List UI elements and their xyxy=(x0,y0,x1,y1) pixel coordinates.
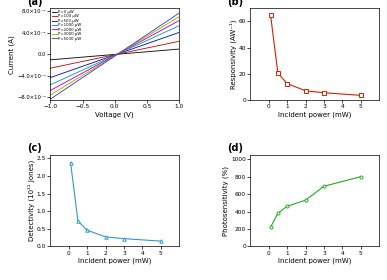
P=5000 μW xyxy=(138,37,143,41)
X-axis label: Incident power (mW): Incident power (mW) xyxy=(278,258,351,264)
P=3000 μW xyxy=(113,54,117,57)
P=5000 μW xyxy=(87,72,91,75)
P=1000 μW xyxy=(138,42,143,45)
P=2000 μW xyxy=(177,19,182,22)
P=0 μW xyxy=(74,56,79,59)
P=2000 μW xyxy=(113,54,117,57)
P=5000 μW xyxy=(113,54,117,58)
P=500 μW xyxy=(125,49,130,52)
Text: (d): (d) xyxy=(227,143,243,153)
P=100 μW xyxy=(151,45,156,48)
P=2000 μW xyxy=(61,82,65,85)
Y-axis label: Photosensitivity (%): Photosensitivity (%) xyxy=(223,166,229,236)
Line: P=500 μW: P=500 μW xyxy=(50,32,179,78)
P=1000 μW xyxy=(74,71,79,75)
P=5000 μW xyxy=(151,29,156,32)
P=100 μW xyxy=(74,61,79,64)
P=0 μW xyxy=(151,50,156,53)
P=2000 μW xyxy=(125,47,130,50)
Line: P=0 μW: P=0 μW xyxy=(50,49,179,60)
P=500 μW xyxy=(48,76,53,79)
P=500 μW xyxy=(138,44,143,48)
P=0 μW xyxy=(125,52,130,55)
Line: P=1000 μW: P=1000 μW xyxy=(50,26,179,85)
P=1000 μW xyxy=(113,53,117,57)
P=100 μW xyxy=(61,64,65,67)
P=500 μW xyxy=(87,62,91,66)
Text: (c): (c) xyxy=(27,143,42,153)
P=3000 μW xyxy=(177,15,182,18)
P=3000 μW xyxy=(87,70,91,73)
P=3000 μW xyxy=(125,46,130,50)
Y-axis label: Detectivity (10¹¹ Jones): Detectivity (10¹¹ Jones) xyxy=(27,160,35,241)
Text: (b): (b) xyxy=(227,0,243,6)
Y-axis label: Current (A): Current (A) xyxy=(9,35,15,74)
P=0 μW xyxy=(164,48,169,52)
P=3000 μW xyxy=(48,94,53,97)
Line: P=100 μW: P=100 μW xyxy=(50,41,179,68)
Y-axis label: Responsivity (AW⁻¹): Responsivity (AW⁻¹) xyxy=(229,19,236,89)
P=1000 μW xyxy=(87,66,91,69)
P=1000 μW xyxy=(61,77,65,81)
P=100 μW xyxy=(177,39,182,43)
P=5000 μW xyxy=(74,80,79,84)
P=3000 μW xyxy=(61,86,65,89)
P=1000 μW xyxy=(48,83,53,87)
P=2000 μW xyxy=(87,68,91,71)
P=100 μW xyxy=(164,42,169,46)
P=5000 μW xyxy=(125,46,130,49)
P=1000 μW xyxy=(99,59,104,63)
P=0 μW xyxy=(177,47,182,51)
P=100 μW xyxy=(87,59,91,62)
P=0 μW xyxy=(113,53,117,56)
P=500 μW xyxy=(61,71,65,75)
P=0 μW xyxy=(87,55,91,58)
P=1000 μW xyxy=(151,36,156,39)
Text: (a): (a) xyxy=(27,0,43,6)
P=5000 μW xyxy=(177,11,182,15)
P=500 μW xyxy=(164,35,169,39)
P=0 μW xyxy=(48,58,53,62)
X-axis label: Incident power (mW): Incident power (mW) xyxy=(278,111,351,118)
P=100 μW xyxy=(48,66,53,70)
P=500 μW xyxy=(99,58,104,61)
P=0 μW xyxy=(61,57,65,60)
P=100 μW xyxy=(138,48,143,51)
P=5000 μW xyxy=(164,20,169,23)
P=500 μW xyxy=(113,53,117,57)
Line: P=2000 μW: P=2000 μW xyxy=(50,20,179,90)
P=3000 μW xyxy=(99,62,104,65)
P=2000 μW xyxy=(48,89,53,92)
P=100 μW xyxy=(125,50,130,54)
P=1000 μW xyxy=(125,48,130,51)
P=500 μW xyxy=(74,67,79,70)
P=500 μW xyxy=(177,31,182,34)
P=5000 μW xyxy=(61,89,65,92)
P=100 μW xyxy=(113,53,117,56)
P=0 μW xyxy=(99,54,104,57)
P=2000 μW xyxy=(138,40,143,43)
P=3000 μW xyxy=(164,23,169,26)
P=100 μW xyxy=(99,56,104,59)
P=5000 μW xyxy=(48,97,53,101)
P=0 μW xyxy=(138,51,143,54)
P=2000 μW xyxy=(151,33,156,36)
X-axis label: Voltage (V): Voltage (V) xyxy=(96,111,134,118)
P=3000 μW xyxy=(74,78,79,81)
P=1000 μW xyxy=(177,24,182,27)
P=500 μW xyxy=(151,40,156,43)
P=1000 μW xyxy=(164,30,169,33)
P=5000 μW xyxy=(99,63,104,66)
P=2000 μW xyxy=(99,61,104,64)
P=3000 μW xyxy=(138,38,143,42)
P=3000 μW xyxy=(151,31,156,34)
P=2000 μW xyxy=(164,26,169,29)
P=2000 μW xyxy=(74,75,79,78)
Line: P=3000 μW: P=3000 μW xyxy=(50,17,179,95)
Legend: P=0 μW, P=100 μW, P=500 μW, P=1000 μW, P=2000 μW, P=3000 μW, P=5000 μW: P=0 μW, P=100 μW, P=500 μW, P=1000 μW, P… xyxy=(51,10,81,41)
Line: P=5000 μW: P=5000 μW xyxy=(50,13,179,99)
X-axis label: Incident power (mW): Incident power (mW) xyxy=(78,258,151,264)
